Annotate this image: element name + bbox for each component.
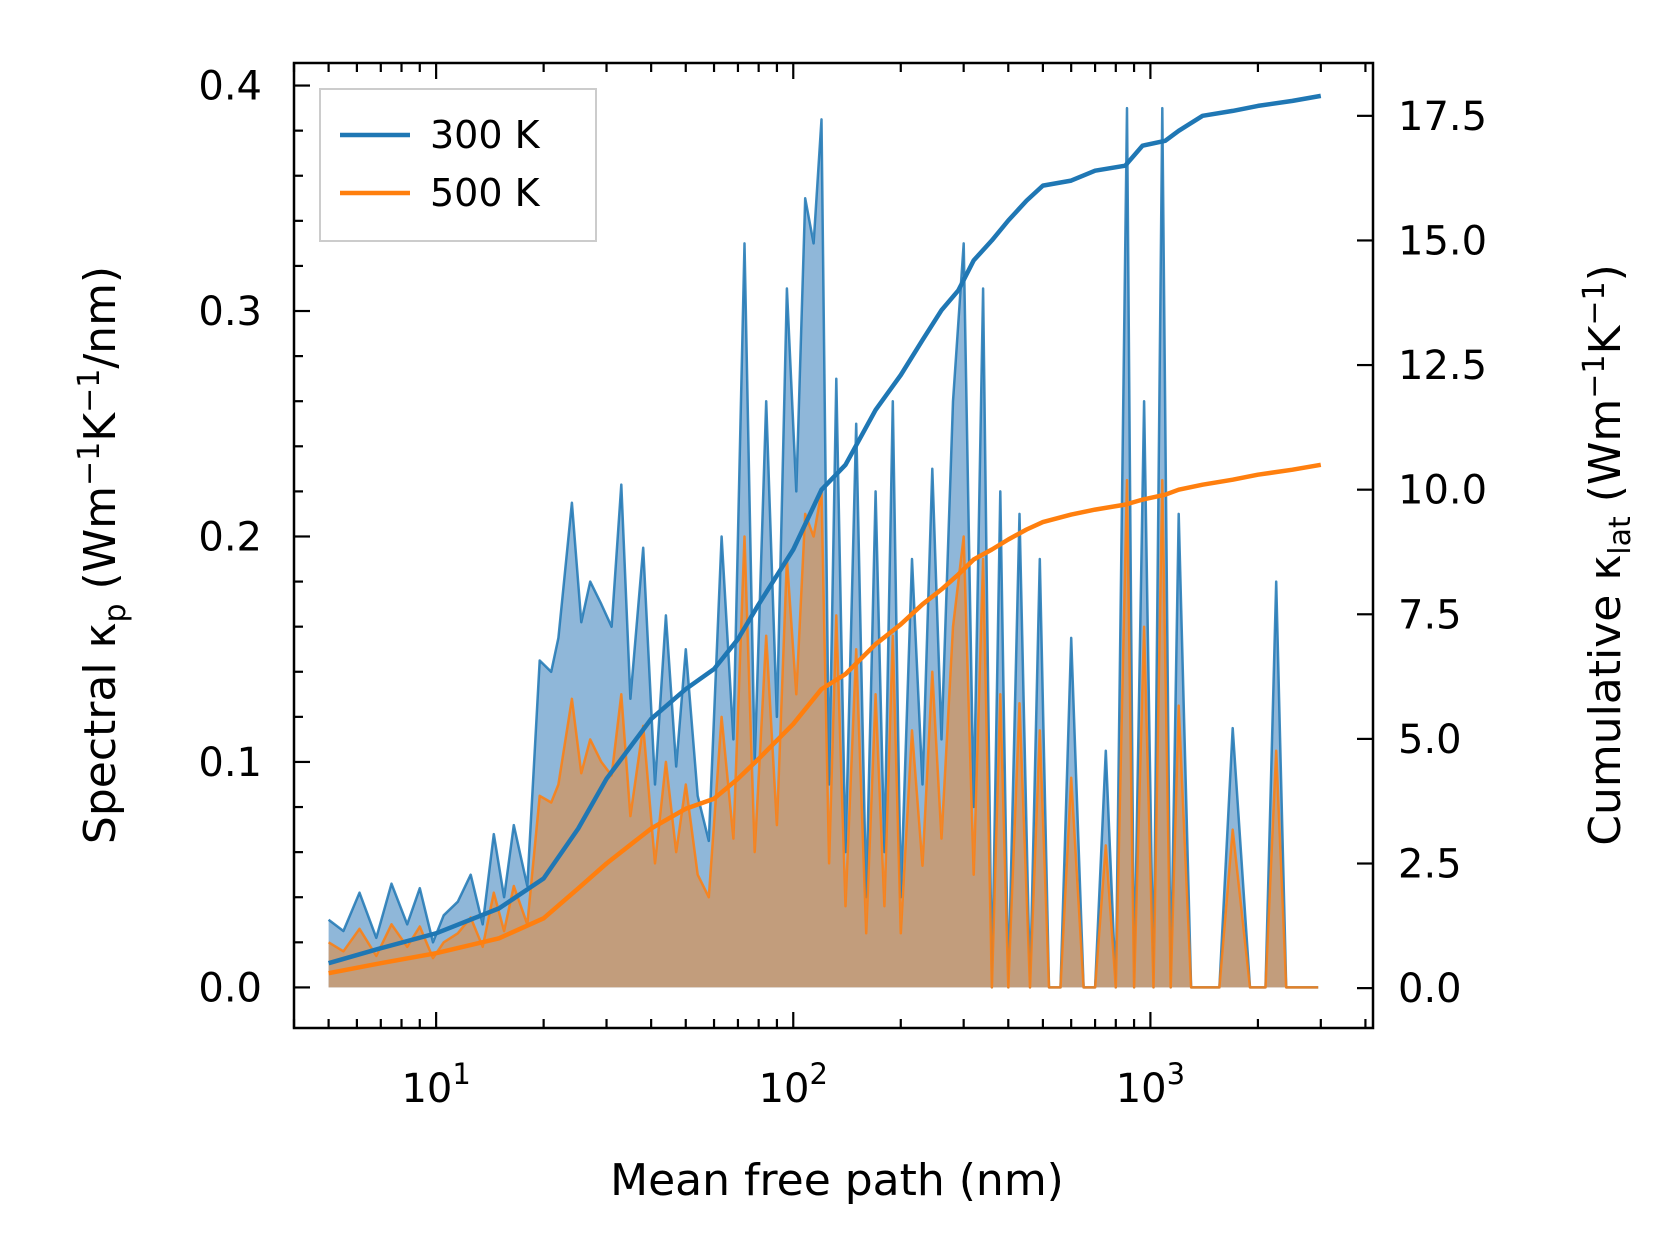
cumulative-line-500k — [328, 462, 1322, 976]
y-axis-left-title: Spectral κp (Wm−1K−1/nm) — [72, 266, 133, 844]
y-left-tick-label: 0.3 — [198, 289, 262, 335]
y-right-tick-label: 15.0 — [1398, 218, 1487, 264]
legend: 300 K 500 K — [319, 88, 597, 242]
spectral-area-500k — [328, 480, 1319, 988]
x-axis-title: Mean free path (nm) — [610, 1155, 1064, 1206]
y-right-tick-label: 17.5 — [1398, 94, 1487, 140]
cumulative-line-300k — [327, 93, 1322, 966]
y-right-tick-label: 0.0 — [1398, 966, 1462, 1012]
x-tick-label: 102 — [759, 1057, 828, 1112]
x-tick-label: 101 — [401, 1057, 470, 1112]
y-right-tick-label: 10.0 — [1398, 468, 1487, 514]
spectral-line-500k — [327, 478, 1319, 989]
y-left-tick-label: 0.1 — [198, 740, 262, 786]
y-left-tick-label: 0.4 — [198, 64, 262, 110]
legend-label-300k: 300 K — [430, 113, 541, 157]
plot-frame — [292, 61, 1375, 1030]
y-axis-right-title: Cumulative κlat (Wm−1K−1) — [1577, 264, 1638, 846]
y-left-tick-label: 0.2 — [198, 514, 262, 560]
y-right-tick-label: 2.5 — [1398, 842, 1462, 888]
y-left-tick-label: 0.0 — [198, 965, 262, 1011]
y-right-tick-label: 12.5 — [1398, 343, 1487, 389]
legend-label-500k: 500 K — [430, 171, 541, 215]
plot-area — [327, 93, 1322, 989]
x-tick-label: 103 — [1116, 1057, 1185, 1112]
y-right-tick-label: 7.5 — [1398, 592, 1462, 638]
y-right-tick-label: 5.0 — [1398, 717, 1462, 763]
axes: 101 102 103 0.0 0.1 0.2 0.3 0.4 0.0 2.5 5.0 7.5 10.0… — [198, 61, 1487, 1112]
spectral-line-300k — [327, 106, 1319, 989]
legend-frame — [319, 88, 597, 242]
